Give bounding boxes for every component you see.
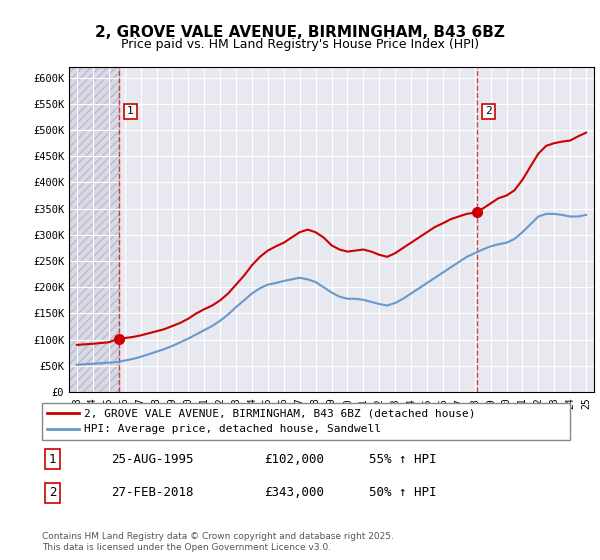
Text: 50% ↑ HPI: 50% ↑ HPI: [370, 486, 437, 500]
FancyBboxPatch shape: [42, 403, 570, 440]
Text: HPI: Average price, detached house, Sandwell: HPI: Average price, detached house, Sand…: [84, 424, 381, 435]
Text: 2, GROVE VALE AVENUE, BIRMINGHAM, B43 6BZ: 2, GROVE VALE AVENUE, BIRMINGHAM, B43 6B…: [95, 25, 505, 40]
Text: 1: 1: [127, 106, 134, 116]
Text: 25-AUG-1995: 25-AUG-1995: [110, 452, 193, 466]
Text: Price paid vs. HM Land Registry's House Price Index (HPI): Price paid vs. HM Land Registry's House …: [121, 38, 479, 51]
Text: £343,000: £343,000: [264, 486, 324, 500]
Text: 2: 2: [485, 106, 492, 116]
Text: 2, GROVE VALE AVENUE, BIRMINGHAM, B43 6BZ (detached house): 2, GROVE VALE AVENUE, BIRMINGHAM, B43 6B…: [84, 408, 476, 418]
Text: 55% ↑ HPI: 55% ↑ HPI: [370, 452, 437, 466]
Text: £102,000: £102,000: [264, 452, 324, 466]
Text: 2: 2: [49, 486, 56, 500]
Text: 27-FEB-2018: 27-FEB-2018: [110, 486, 193, 500]
Text: Contains HM Land Registry data © Crown copyright and database right 2025.
This d: Contains HM Land Registry data © Crown c…: [42, 532, 394, 552]
Text: 1: 1: [49, 452, 56, 466]
